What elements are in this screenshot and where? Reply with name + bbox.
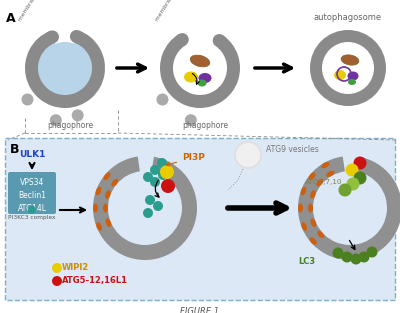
FancyBboxPatch shape — [5, 138, 395, 300]
Wedge shape — [93, 156, 197, 260]
Circle shape — [346, 177, 360, 191]
Wedge shape — [25, 30, 105, 108]
Ellipse shape — [321, 162, 329, 168]
Text: PI3P: PI3P — [166, 153, 205, 166]
Circle shape — [46, 30, 59, 44]
Circle shape — [310, 30, 386, 106]
Text: membrane source / omegasome: membrane source / omegasome — [18, 0, 73, 22]
Text: phagophore: phagophore — [47, 121, 93, 130]
Circle shape — [70, 30, 83, 43]
Ellipse shape — [298, 203, 303, 213]
Text: B: B — [10, 143, 20, 156]
Circle shape — [350, 254, 362, 264]
Ellipse shape — [301, 222, 307, 231]
Circle shape — [213, 34, 226, 47]
Circle shape — [150, 177, 160, 187]
Ellipse shape — [103, 203, 108, 213]
Circle shape — [153, 201, 163, 211]
Ellipse shape — [106, 218, 111, 227]
Circle shape — [346, 163, 358, 177]
Ellipse shape — [326, 171, 334, 177]
Circle shape — [52, 276, 62, 286]
Ellipse shape — [190, 55, 210, 67]
Circle shape — [143, 208, 153, 218]
Ellipse shape — [348, 71, 358, 80]
Ellipse shape — [104, 172, 110, 180]
Ellipse shape — [316, 179, 323, 187]
Circle shape — [143, 172, 153, 182]
Circle shape — [161, 179, 175, 193]
Circle shape — [322, 42, 374, 94]
Circle shape — [150, 165, 160, 175]
Text: ATG3,7,10: ATG3,7,10 — [305, 179, 342, 185]
Text: VPS34
Beclin1
ATG14L: VPS34 Beclin1 ATG14L — [18, 178, 46, 213]
Text: ATG9 vesicles: ATG9 vesicles — [266, 146, 319, 155]
Circle shape — [234, 141, 262, 169]
Circle shape — [156, 94, 168, 105]
Ellipse shape — [301, 187, 306, 195]
Ellipse shape — [317, 231, 324, 238]
Ellipse shape — [111, 179, 118, 187]
Circle shape — [28, 206, 36, 214]
Ellipse shape — [198, 73, 212, 83]
Ellipse shape — [310, 237, 317, 245]
Text: ATG5-12,16L1: ATG5-12,16L1 — [62, 276, 128, 285]
Text: PI3KC3 complex: PI3KC3 complex — [8, 215, 56, 220]
Ellipse shape — [309, 172, 316, 180]
Ellipse shape — [93, 203, 98, 213]
Text: WIPI2: WIPI2 — [62, 264, 89, 273]
Circle shape — [157, 158, 167, 168]
Ellipse shape — [96, 187, 101, 195]
Circle shape — [354, 156, 366, 170]
Circle shape — [236, 143, 260, 167]
Circle shape — [160, 165, 174, 179]
Ellipse shape — [96, 222, 102, 231]
Text: LC3: LC3 — [298, 258, 315, 266]
Circle shape — [332, 248, 344, 259]
Ellipse shape — [310, 218, 316, 227]
Circle shape — [185, 114, 197, 126]
Circle shape — [72, 109, 84, 121]
Text: ULK1: ULK1 — [19, 150, 45, 159]
Circle shape — [176, 33, 189, 46]
Circle shape — [145, 195, 155, 205]
Circle shape — [22, 94, 34, 105]
Wedge shape — [26, 31, 104, 107]
Ellipse shape — [198, 80, 206, 86]
Text: membrane source / omegasome: membrane source / omegasome — [155, 0, 210, 22]
Ellipse shape — [310, 190, 316, 199]
Ellipse shape — [184, 71, 198, 83]
Circle shape — [52, 263, 62, 273]
Circle shape — [50, 114, 62, 126]
Circle shape — [39, 42, 91, 94]
Ellipse shape — [308, 203, 313, 213]
Text: A: A — [6, 12, 16, 25]
Circle shape — [342, 252, 352, 263]
Wedge shape — [160, 34, 240, 108]
Circle shape — [158, 170, 168, 180]
Circle shape — [358, 252, 370, 263]
Ellipse shape — [348, 79, 356, 85]
Circle shape — [366, 247, 378, 258]
Wedge shape — [298, 156, 400, 260]
Circle shape — [338, 183, 352, 197]
FancyBboxPatch shape — [8, 172, 56, 214]
Ellipse shape — [334, 70, 346, 80]
Text: phagophore: phagophore — [182, 121, 228, 130]
Ellipse shape — [105, 190, 111, 199]
Circle shape — [354, 172, 366, 184]
Text: autophagosome: autophagosome — [314, 13, 382, 22]
Text: FIGURE 1: FIGURE 1 — [180, 307, 220, 313]
Ellipse shape — [341, 55, 359, 65]
